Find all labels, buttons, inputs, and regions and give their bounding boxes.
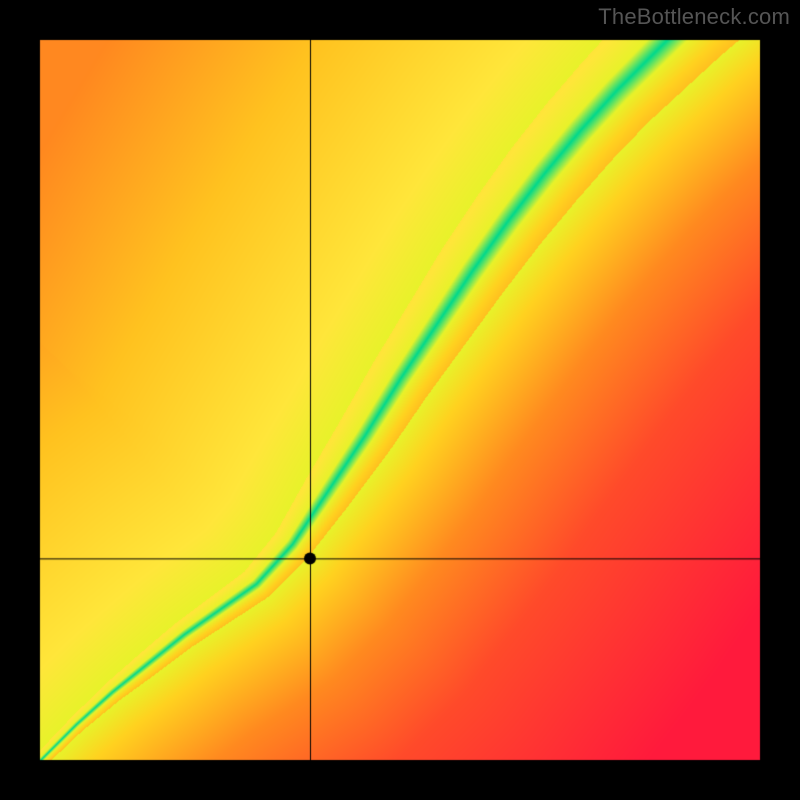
bottleneck-heatmap — [0, 0, 800, 800]
chart-container: TheBottleneck.com — [0, 0, 800, 800]
watermark-text: TheBottleneck.com — [598, 4, 790, 30]
